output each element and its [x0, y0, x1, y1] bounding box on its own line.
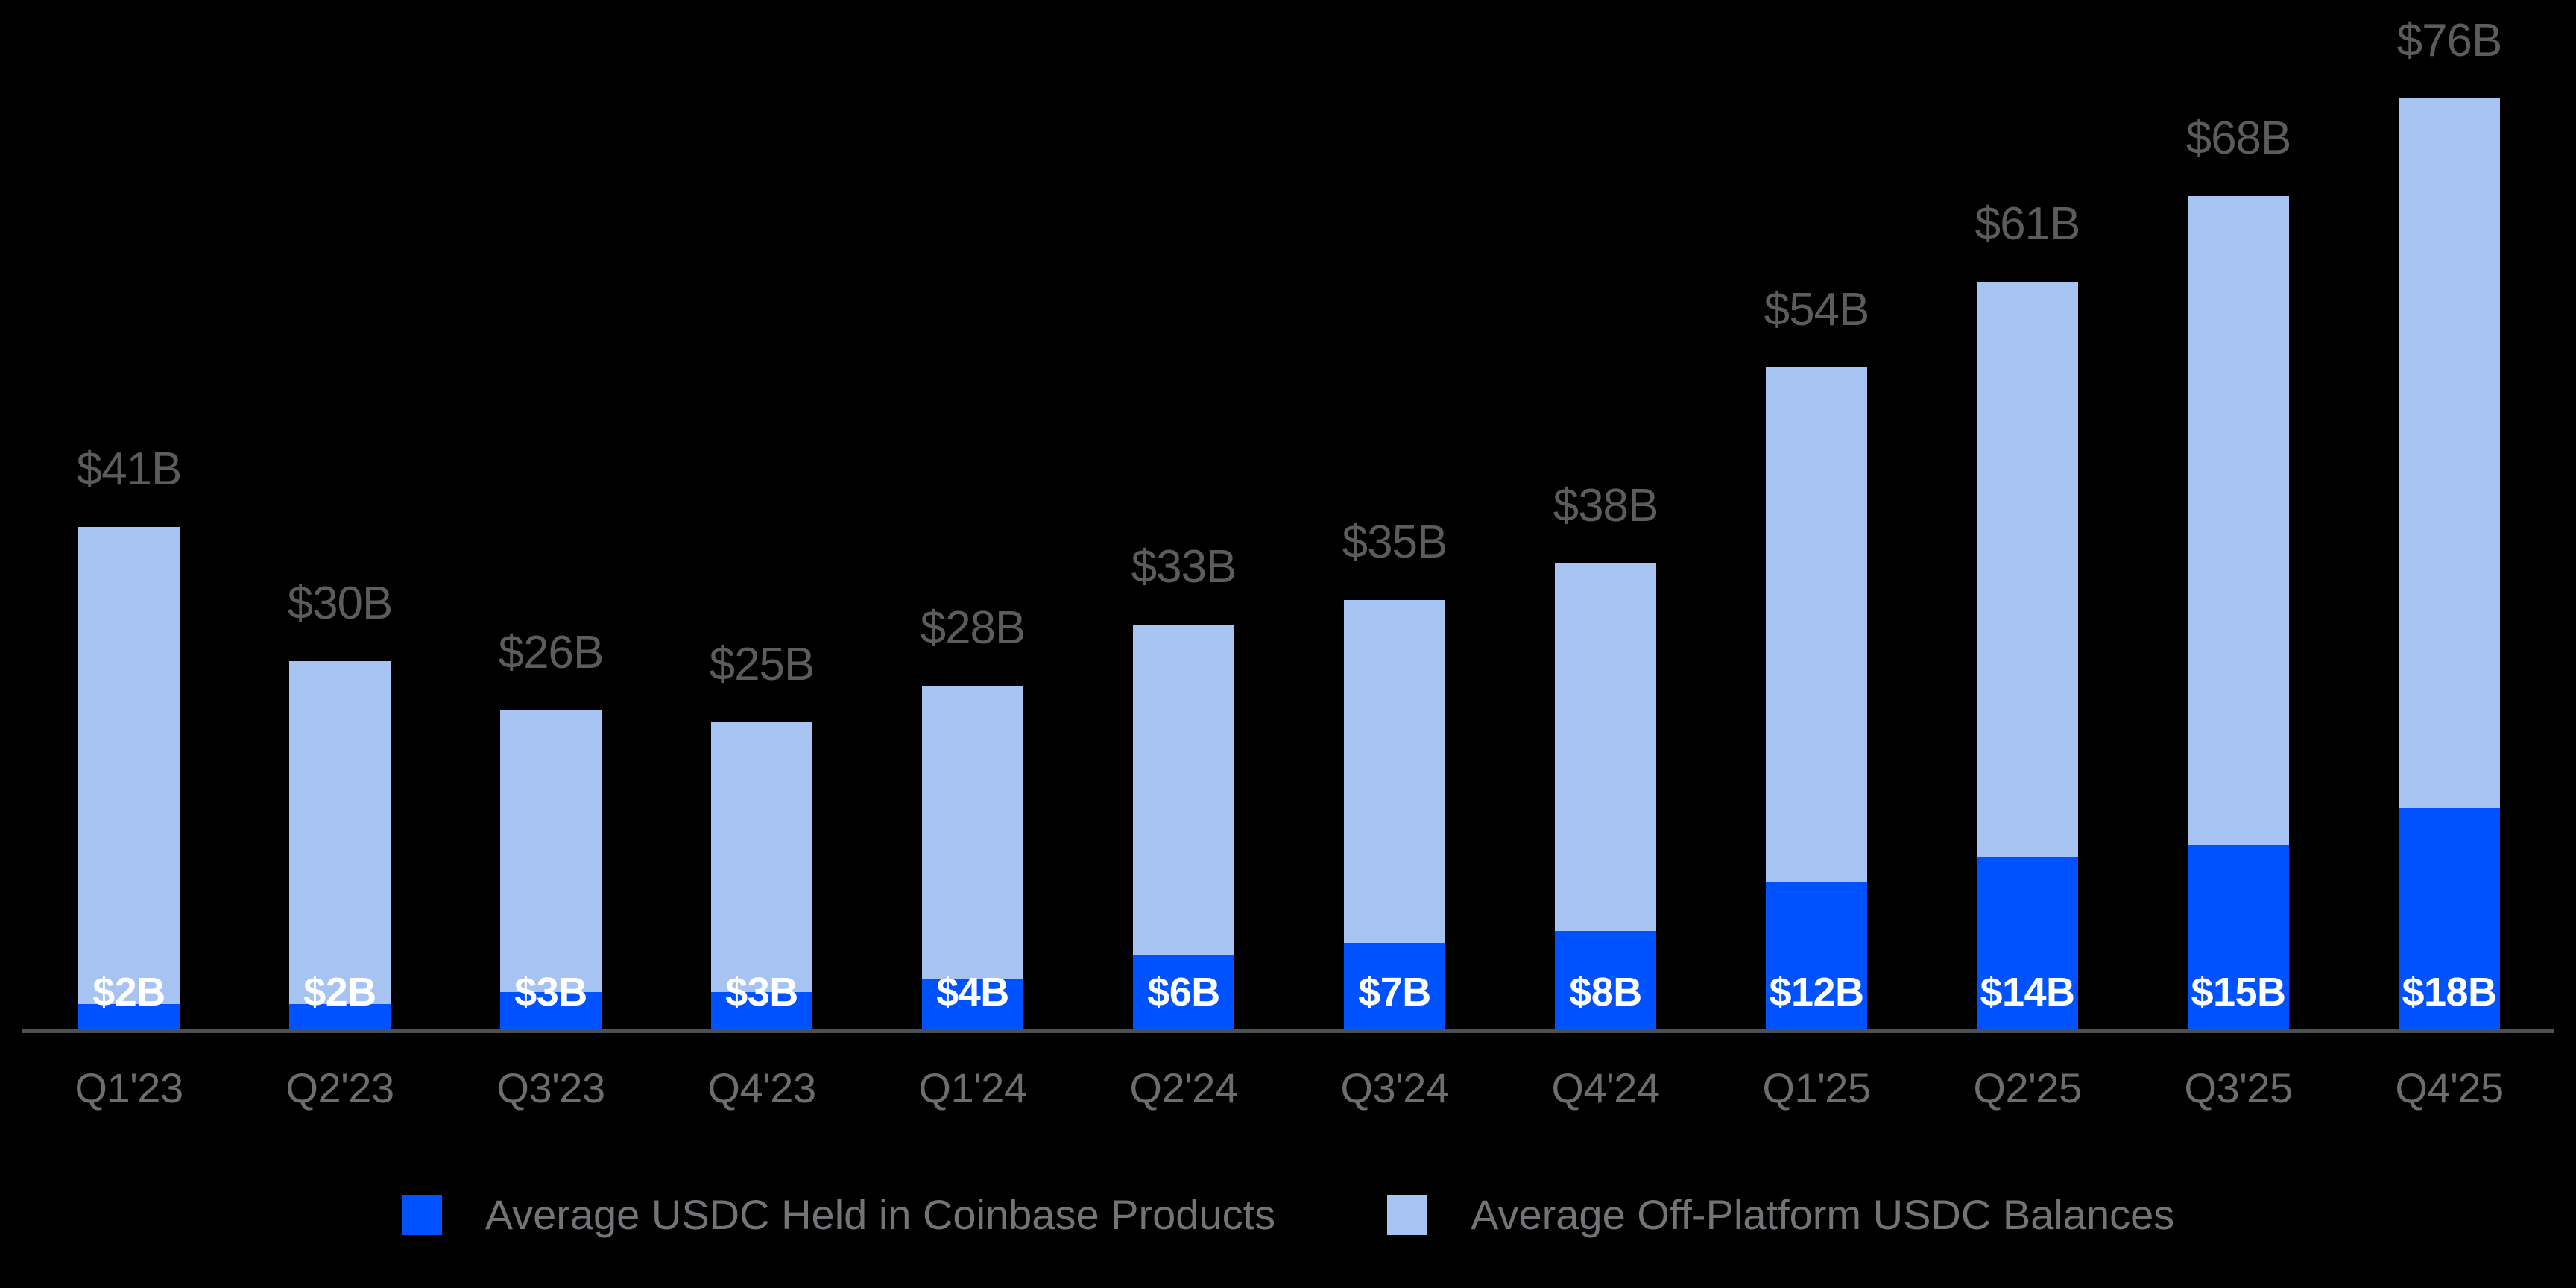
x-axis-tick-label: Q3'25 — [2184, 1064, 2293, 1111]
bar-segment-off-platform — [78, 527, 180, 1004]
legend-item-off-platform: Average Off-Platform USDC Balances — [1387, 1194, 2174, 1236]
bar-total-label: $54B — [1764, 284, 1870, 335]
bar-coinbase-value-label: $4B — [936, 970, 1009, 1014]
bar-total-label: $26B — [498, 627, 604, 678]
bar-total-label: $30B — [287, 578, 394, 629]
bar-coinbase-value-label: $15B — [2191, 970, 2286, 1014]
legend-label-coinbase: Average USDC Held in Coinbase Products — [484, 1191, 1276, 1238]
legend-item-coinbase-products: Average USDC Held in Coinbase Products — [401, 1191, 1276, 1238]
bar-segment-off-platform — [1344, 600, 1445, 943]
bar-coinbase-value-label: $2B — [92, 970, 165, 1014]
bar-segment-off-platform — [1133, 625, 1234, 955]
bar-segment-off-platform — [500, 710, 602, 992]
bar-total-label: $35B — [1342, 517, 1448, 568]
bar-total-label: $68B — [2185, 113, 2292, 164]
bar-coinbase-value-label: $7B — [1358, 970, 1431, 1014]
bar-group: $30B $2B — [288, 581, 393, 1029]
bar-segment-off-platform — [289, 661, 391, 1004]
bar-total-label: $28B — [920, 602, 1026, 654]
x-axis-tick-label: Q3'24 — [1340, 1064, 1449, 1111]
bar-segment-coinbase — [1766, 882, 1867, 1029]
bar-segment-coinbase — [1977, 857, 2078, 1029]
x-axis-tick-label: Q1'23 — [75, 1064, 183, 1111]
bar-group: $35B $7B — [1342, 520, 1448, 1029]
x-axis-tick-label: Q4'24 — [1551, 1064, 1660, 1111]
bar-segment-coinbase — [1555, 931, 1656, 1029]
bar-segment-coinbase — [500, 992, 602, 1029]
x-axis-line — [22, 1029, 2554, 1033]
bar-group: $33B $6B — [1131, 544, 1237, 1029]
bar-group: $54B $12B — [1764, 287, 1869, 1029]
bar-segment-coinbase — [289, 1004, 391, 1029]
bar-group: $76B $18B — [2397, 18, 2502, 1029]
bar-segment-coinbase — [2188, 845, 2289, 1029]
bar-coinbase-value-label: $8B — [1569, 970, 1642, 1014]
bar-segment-coinbase — [711, 992, 812, 1029]
bar-total-label: $25B — [709, 639, 815, 690]
bar-segment-off-platform — [2188, 196, 2289, 845]
bar-total-label: $33B — [1131, 541, 1237, 593]
x-axis-tick-label: Q2'24 — [1129, 1064, 1238, 1111]
bar-coinbase-value-label: $6B — [1147, 970, 1220, 1014]
x-axis-tick-label: Q1'24 — [918, 1064, 1027, 1111]
bar-segment-off-platform — [1766, 367, 1867, 882]
bar-group: $38B $8B — [1553, 483, 1658, 1029]
legend-swatch-coinbase-icon — [401, 1195, 442, 1235]
x-axis-tick-label: Q2'23 — [285, 1064, 394, 1111]
bar-total-label: $61B — [1974, 198, 2081, 250]
bar-segment-off-platform — [711, 722, 812, 992]
bar-coinbase-value-label: $3B — [725, 970, 798, 1014]
legend-swatch-off-platform-icon — [1387, 1195, 1428, 1235]
legend-label-off-platform: Average Off-Platform USDC Balances — [1471, 1191, 2175, 1238]
bar-total-label: $76B — [2396, 15, 2503, 66]
x-axis-tick-label: Q2'25 — [1973, 1064, 2082, 1111]
bar-group: $25B $3B — [710, 642, 815, 1029]
legend: Average USDC Held in Coinbase Products A… — [0, 1194, 2576, 1236]
bar-group: $26B $3B — [499, 630, 604, 1029]
bar-segment-coinbase — [2399, 808, 2500, 1029]
bar-group: $28B $4B — [921, 605, 1026, 1029]
bar-segment-off-platform — [1555, 564, 1656, 931]
bar-coinbase-value-label: $3B — [514, 970, 587, 1014]
bar-segment-coinbase — [1344, 943, 1445, 1029]
bar-segment-off-platform — [922, 686, 1023, 979]
bar-coinbase-value-label: $2B — [303, 970, 376, 1014]
bar-group: $68B $15B — [2186, 116, 2291, 1029]
bar-coinbase-value-label: $14B — [1980, 970, 2075, 1014]
bar-segment-coinbase — [1133, 955, 1234, 1029]
bar-coinbase-value-label: $18B — [2402, 970, 2497, 1014]
x-axis-tick-label: Q3'23 — [496, 1064, 605, 1111]
bar-segment-off-platform — [2399, 98, 2500, 808]
x-axis-tick-label: Q1'25 — [1762, 1064, 1871, 1111]
bar-segment-coinbase — [78, 1004, 180, 1029]
x-axis-tick-label: Q4'25 — [2395, 1064, 2504, 1111]
bar-group: $61B $14B — [1975, 201, 2080, 1029]
bar-segment-off-platform — [1977, 282, 2078, 857]
plot-area: $41B $2B $30B $2B $26B $3B $25B $3B $28B $4B $33B $… — [77, 18, 2502, 1029]
bar-coinbase-value-label: $12B — [1769, 970, 1864, 1014]
bar-segment-coinbase — [922, 979, 1023, 1029]
x-axis-tick-label: Q4'23 — [707, 1064, 816, 1111]
bar-total-label: $41B — [76, 443, 183, 495]
bar-total-label: $38B — [1553, 480, 1659, 531]
bar-group: $41B $2B — [77, 446, 182, 1029]
